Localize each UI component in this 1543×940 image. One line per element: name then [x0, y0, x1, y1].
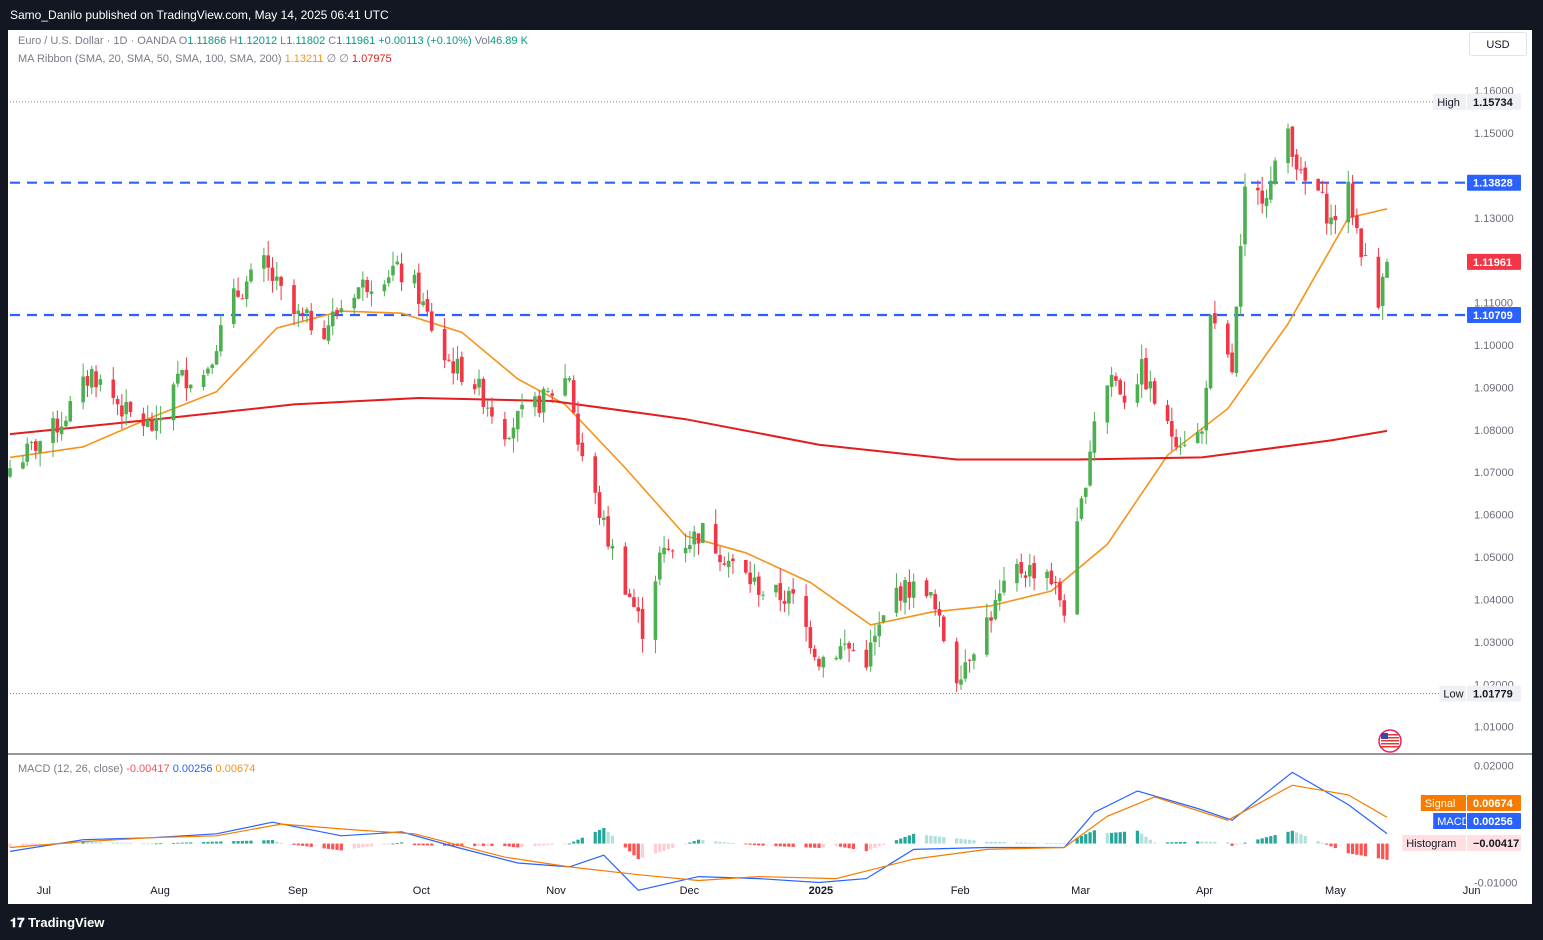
volume-label: Vol [474, 35, 490, 47]
tradingview-logo[interactable]: 𝟏𝟕 TradingView [10, 915, 104, 931]
tradingview-logo-icon: 𝟏𝟕 [10, 915, 29, 930]
publisher-text: Samo_Danilo published on TradingView.com… [10, 8, 389, 22]
tradingview-logo-text: TradingView [28, 915, 105, 930]
open-value: 1.11866 [187, 35, 227, 47]
ma20-value: 1.13211 [284, 53, 324, 65]
open-label: O [178, 35, 188, 47]
high-label: H [229, 35, 238, 47]
macd-hist-legend-value: -0.00417 [126, 763, 170, 775]
ma200-value: 1.07975 [351, 53, 392, 65]
ma100-value: ∅ [339, 53, 349, 65]
low-label: L [280, 35, 287, 47]
ma50-value: ∅ [326, 53, 337, 65]
symbol-legend: Euro / U.S. Dollar · 1D · OANDA O1.11866… [18, 35, 528, 47]
close-value: 1.11961 [336, 35, 376, 47]
macd-legend-value: 0.00256 [172, 763, 213, 775]
symbol-name[interactable]: Euro / U.S. Dollar · 1D · OANDA [18, 35, 176, 47]
macd-indicator-label[interactable]: MACD (12, 26, close) [18, 763, 124, 775]
high-value: 1.12012 [237, 35, 278, 47]
ma-ribbon-label[interactable]: MA Ribbon (SMA, 20, SMA, 50, SMA, 100, S… [18, 53, 282, 65]
low-value: 1.11802 [286, 35, 326, 47]
footer-bar: 𝟏𝟕 TradingView [0, 904, 1543, 940]
close-label: C [328, 35, 337, 47]
change-value: +0.00113 (+0.10%) [378, 35, 472, 47]
publisher-header: Samo_Danilo published on TradingView.com… [0, 0, 1543, 30]
volume-value: 46.89 K [489, 35, 528, 47]
macd-legend: MACD (12, 26, close) -0.00417 0.00256 0.… [18, 763, 255, 775]
currency-button[interactable]: USD [1469, 32, 1527, 56]
ma-ribbon-legend: MA Ribbon (SMA, 20, SMA, 50, SMA, 100, S… [18, 52, 392, 65]
macd-signal-legend-value: 0.00674 [215, 763, 256, 775]
